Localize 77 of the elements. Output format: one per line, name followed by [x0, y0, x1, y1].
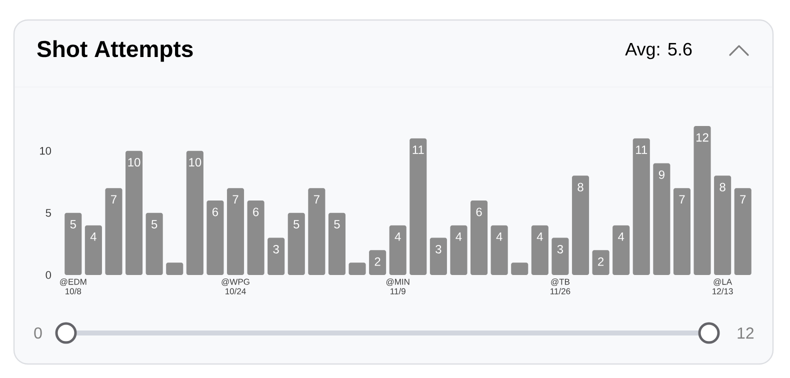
data-label: 11	[636, 146, 648, 154]
x-tick-label: @LA 12/13	[712, 278, 733, 294]
chart-title: Shot Attempts	[37, 40, 193, 62]
x-tick-label: @EDM 10/8	[60, 278, 86, 294]
data-label: 4	[90, 232, 96, 241]
x-tick-label: @MIN 11/9	[386, 278, 410, 294]
data-label: 5	[334, 220, 340, 228]
bar	[226, 188, 244, 275]
bar	[430, 238, 447, 275]
bar	[146, 212, 163, 275]
x-tick-label: @WPG 10/24	[222, 278, 250, 294]
bar	[288, 212, 305, 275]
data-label: 7	[740, 195, 746, 204]
bar	[389, 225, 406, 275]
data-label: 5	[294, 220, 300, 228]
data-label: 4	[394, 232, 401, 241]
bar	[84, 225, 102, 275]
bar	[105, 188, 122, 275]
data-label: 7	[679, 195, 685, 204]
bar	[328, 212, 346, 275]
data-label: 2	[374, 257, 380, 266]
data-label: 3	[557, 244, 564, 254]
bar	[206, 200, 224, 275]
bar	[734, 188, 752, 275]
bar	[126, 150, 143, 275]
data-label: 4	[456, 232, 462, 241]
data-label: 6	[212, 208, 218, 216]
bar	[247, 200, 264, 275]
data-label: 7	[232, 195, 238, 204]
data-label: 7	[111, 195, 116, 204]
bar	[572, 176, 590, 275]
bar	[632, 138, 650, 275]
bar	[714, 176, 732, 275]
text: Avg: 5.6	[625, 42, 692, 60]
y-tick-label: 10	[40, 146, 52, 155]
data-label: 4	[536, 232, 543, 241]
bar	[511, 262, 528, 275]
data-label: 12	[696, 133, 708, 142]
data-label: 6	[253, 208, 259, 216]
bar	[531, 225, 548, 275]
data-label: 5	[151, 220, 158, 228]
y-tick-label: 0	[46, 271, 52, 279]
bar	[653, 163, 670, 275]
data-label: 4	[496, 232, 502, 241]
data-label: 8	[720, 182, 726, 192]
data-label: 10	[189, 158, 202, 167]
data-label: 8	[578, 182, 584, 192]
text: 0	[34, 327, 42, 339]
data-label: 11	[412, 146, 424, 154]
data-label: 9	[658, 170, 664, 179]
bar	[470, 200, 488, 275]
bar	[410, 138, 427, 275]
bar	[490, 225, 508, 275]
bar	[450, 225, 468, 275]
bar	[308, 188, 326, 275]
bar	[348, 262, 366, 275]
data-label: 6	[476, 208, 482, 216]
bar	[673, 188, 690, 275]
bar	[268, 238, 285, 275]
bar	[64, 212, 82, 275]
text: 12	[738, 327, 754, 339]
y-tick-label: 5	[46, 209, 51, 217]
data-label: 10	[128, 158, 140, 167]
bar	[612, 225, 630, 275]
bar	[166, 262, 184, 275]
data-label: 3	[436, 244, 442, 254]
data-label: 5	[70, 220, 76, 228]
data-label: 3	[273, 244, 279, 254]
bar	[186, 150, 204, 275]
data-label: 7	[314, 195, 320, 204]
x-tick-label: @TB 11/26	[550, 278, 570, 294]
bar	[552, 238, 569, 275]
bar	[592, 250, 610, 275]
data-label: 4	[618, 232, 624, 241]
bar	[694, 126, 711, 275]
data-label: 2	[598, 257, 604, 266]
bar	[369, 250, 386, 275]
